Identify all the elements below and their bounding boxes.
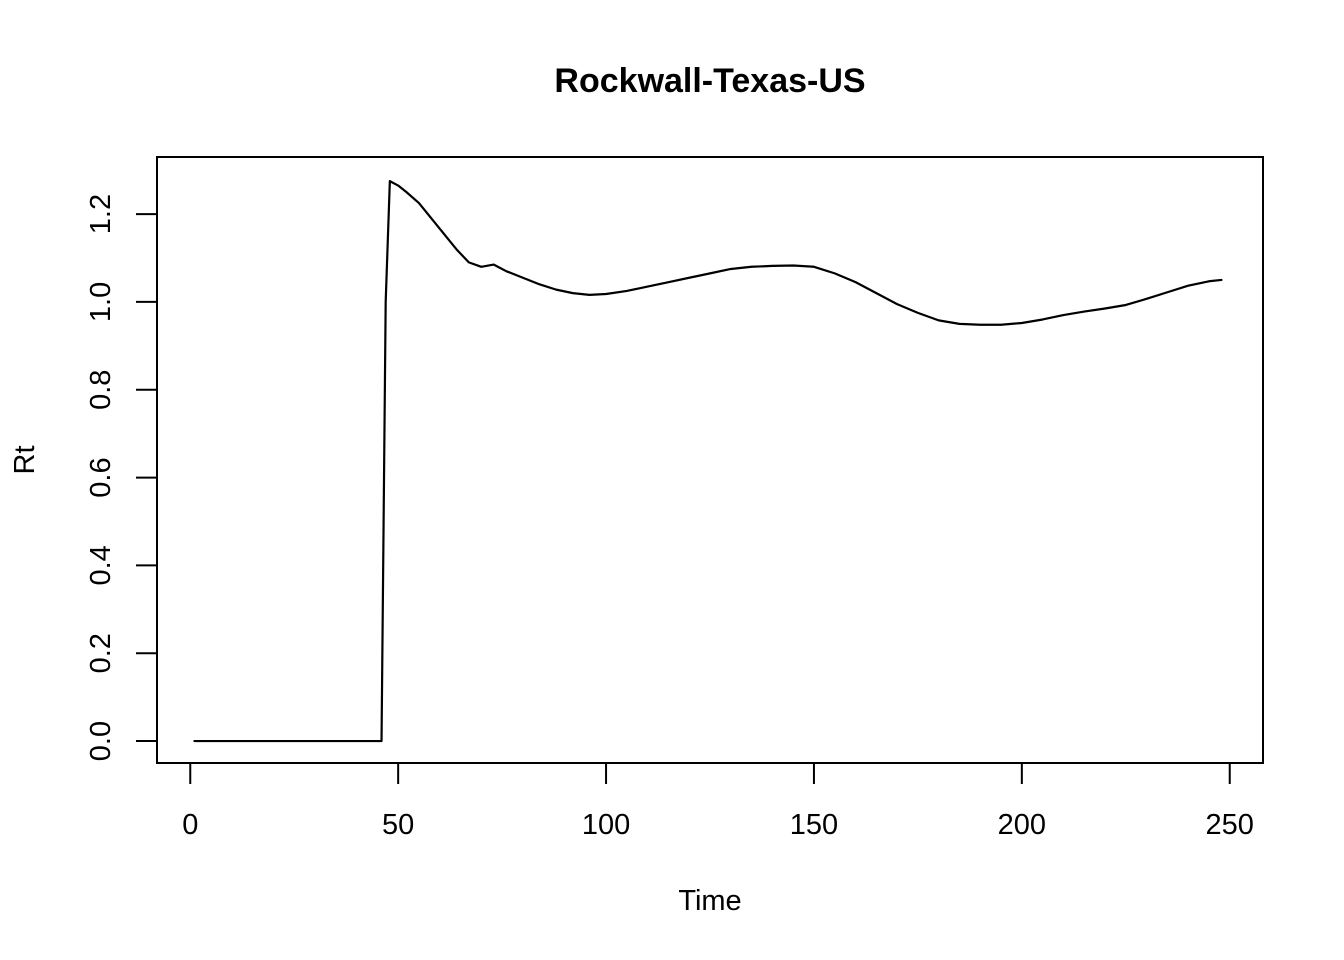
x-tick-label: 0 <box>182 809 198 841</box>
y-tick-label: 1.2 <box>85 194 117 234</box>
x-tick-label: 200 <box>998 809 1046 841</box>
x-tick-label: 50 <box>382 809 414 841</box>
y-tick-label: 0.0 <box>85 721 117 761</box>
x-tick-label: 150 <box>790 809 838 841</box>
y-tick-label: 0.4 <box>85 545 117 585</box>
y-tick-label: 0.8 <box>85 370 117 410</box>
y-tick-label: 0.2 <box>85 633 117 673</box>
plot-frame <box>156 156 1264 764</box>
y-axis-label: Rt <box>9 446 41 475</box>
y-tick-label: 0.6 <box>85 457 117 497</box>
x-tick-label: 250 <box>1206 809 1254 841</box>
y-axis: 0.0 0.2 0.4 0.6 0.8 1.0 1.2 <box>85 194 157 761</box>
x-axis-label: Time <box>678 885 741 917</box>
chart-title: Rockwall-Texas-US <box>554 62 865 100</box>
y-tick-label: 1.0 <box>85 282 117 322</box>
series-line-rt <box>193 180 1223 743</box>
x-tick-label: 100 <box>582 809 630 841</box>
x-axis: 0 50 100 150 200 250 <box>182 763 1254 841</box>
